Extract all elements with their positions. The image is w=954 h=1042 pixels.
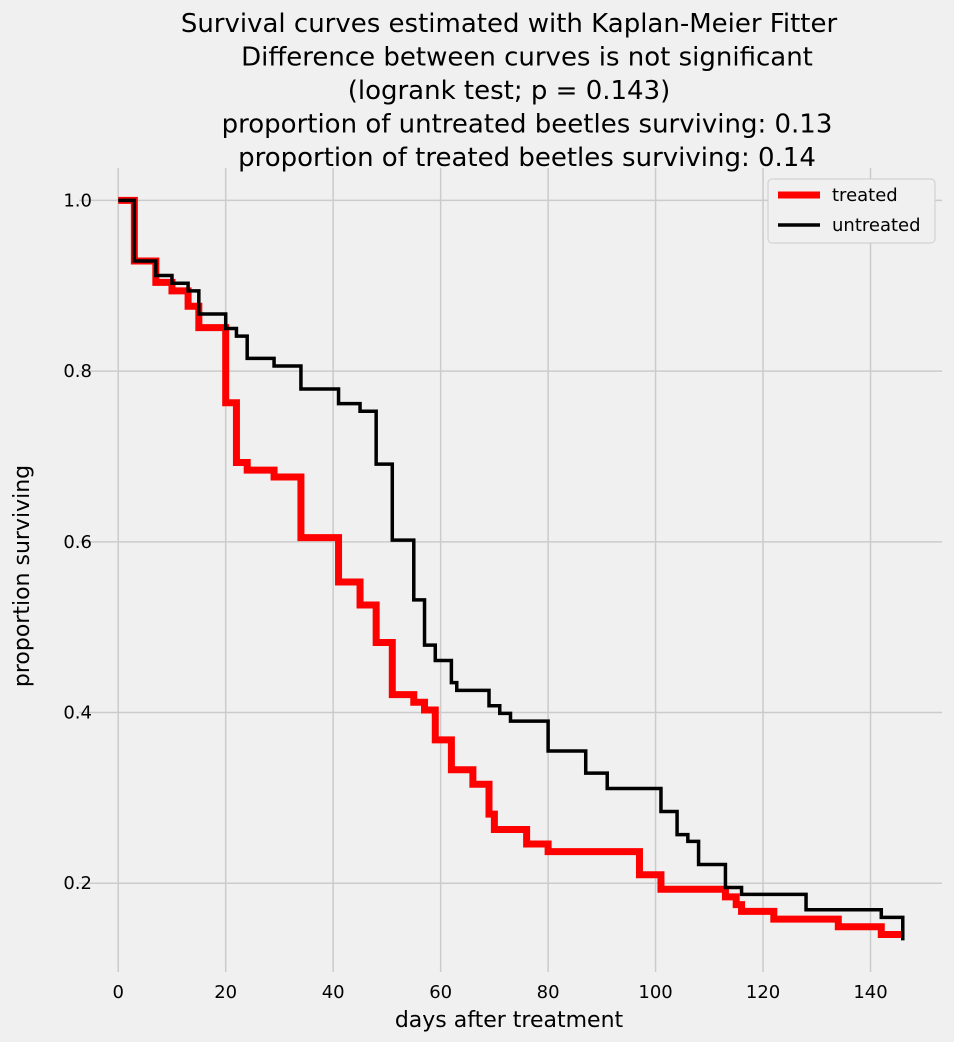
x-tick-label: 120 — [746, 982, 780, 1003]
legend-label-untreated: untreated — [832, 215, 921, 236]
x-tick-label: 0 — [113, 982, 124, 1003]
chart-title: Survival curves estimated with Kaplan-Me… — [181, 9, 838, 173]
grid-lines — [79, 168, 942, 972]
title-line: Difference between curves is not signifi… — [241, 43, 813, 73]
legend: treated untreated — [767, 178, 936, 244]
legend-label-treated: treated — [832, 185, 898, 206]
series-line-untreated — [118, 198, 905, 941]
title-line: Survival curves estimated with Kaplan-Me… — [181, 9, 838, 39]
series-lines — [118, 196, 905, 941]
y-tick-label: 1.0 — [63, 190, 92, 211]
y-axis-label: proportion surviving — [10, 465, 35, 687]
title-line: proportion of untreated beetles survivin… — [222, 110, 833, 140]
title-line: proportion of treated beetles surviving:… — [238, 143, 816, 173]
x-tick-label: 80 — [537, 982, 560, 1003]
y-tick-label: 0.2 — [63, 873, 92, 894]
x-tick-label: 100 — [638, 982, 672, 1003]
x-tick-label: 60 — [429, 982, 452, 1003]
x-axis-label: days after treatment — [395, 1008, 624, 1033]
y-tick-labels: 0.2 0.4 0.6 0.8 1.0 — [63, 190, 92, 894]
y-tick-label: 0.4 — [63, 703, 92, 724]
plot-area — [79, 168, 942, 972]
title-line: (logrank test; p = 0.143) — [348, 76, 671, 106]
y-tick-label: 0.8 — [63, 361, 92, 382]
x-tick-labels: 0 20 40 60 80 100 120 140 — [113, 982, 888, 1003]
x-tick-label: 20 — [214, 982, 237, 1003]
x-tick-label: 140 — [853, 982, 887, 1003]
y-tick-label: 0.6 — [63, 532, 92, 553]
series-line-treated — [118, 196, 903, 938]
x-tick-label: 40 — [322, 982, 345, 1003]
